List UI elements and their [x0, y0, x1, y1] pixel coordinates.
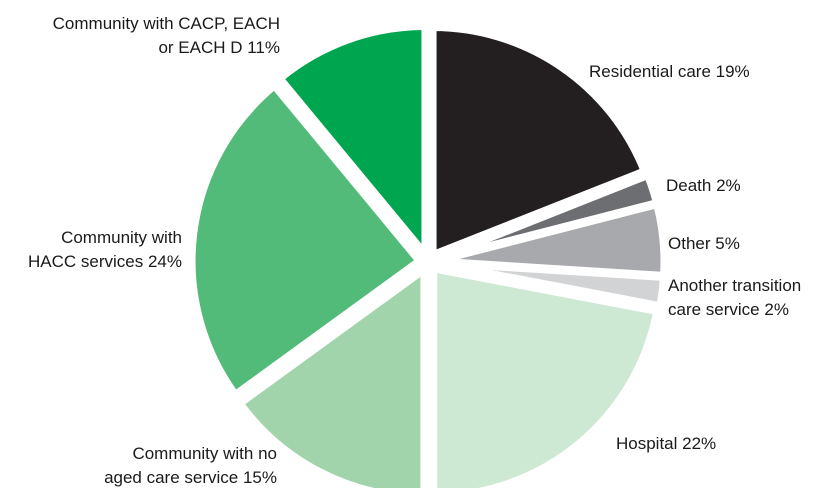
- slice-label-2: Other 5%: [668, 234, 740, 253]
- slice-label-line: Death 2%: [666, 176, 741, 195]
- slice-label-line: Community with CACP, EACH: [53, 14, 280, 33]
- slice-label-line: Hospital 22%: [616, 434, 716, 453]
- pie-slice-6: [188, 81, 425, 400]
- pie-slice-3: [436, 259, 668, 310]
- slice-label-5: Community with no aged care service 15%: [104, 444, 277, 487]
- pie-labels: Residential care 19% Death 2% Other 5% Anot…: [28, 14, 801, 487]
- slice-label-line: Community with: [61, 228, 182, 247]
- slice-label-line: HACC services 24%: [28, 252, 182, 271]
- slice-label-line: or EACH D 11%: [158, 38, 280, 57]
- slice-label-1: Death 2%: [666, 176, 741, 195]
- slice-label-6: Community with HACC services 24%: [28, 228, 182, 271]
- pie-slice-7: [275, 23, 429, 264]
- slice-label-line: Another transition: [668, 276, 801, 295]
- slice-label-3: Another transition care service 2%: [668, 276, 801, 319]
- pie-slices: [188, 23, 668, 488]
- slice-label-4: Hospital 22%: [616, 434, 716, 453]
- slice-label-line: aged care service 15%: [104, 468, 277, 487]
- pie-slice-4: [430, 264, 661, 488]
- slice-label-7: Community with CACP, EACH or EACH D 11%: [53, 14, 280, 57]
- slice-label-line: Residential care 19%: [589, 62, 750, 81]
- pie-slice-0: [429, 24, 649, 260]
- slice-label-line: care service 2%: [668, 300, 789, 319]
- slice-label-line: Community with no: [132, 444, 277, 463]
- slice-label-line: Other 5%: [668, 234, 740, 253]
- pie-slice-5: [235, 263, 428, 488]
- slice-label-0: Residential care 19%: [589, 62, 750, 81]
